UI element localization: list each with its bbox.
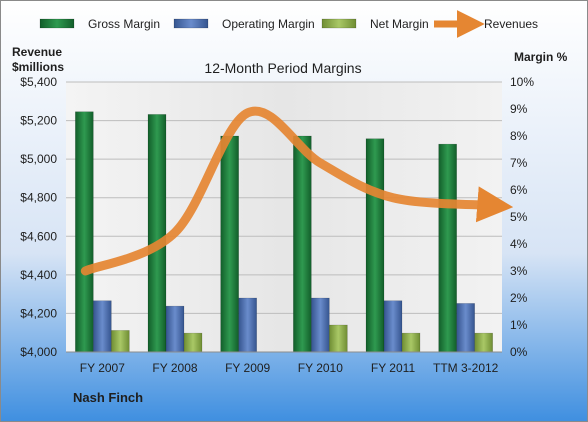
net-margin-bar: [111, 330, 130, 353]
gross-margin-bar: [365, 138, 385, 353]
gross-margin-bar: [220, 135, 239, 353]
y-right-tick-label: 2%: [510, 291, 528, 305]
y-left-tick-label: $5,000: [20, 152, 57, 166]
company-label: Nash Finch: [73, 390, 143, 405]
left-axis-title-line2: $millions: [12, 60, 64, 74]
y-right-tick-label: 7%: [510, 156, 528, 170]
y-right-tick-label: 3%: [510, 264, 528, 278]
y-right-tick-label: 1%: [510, 318, 528, 332]
gross-margin-bar: [438, 143, 457, 353]
y-right-tick-label: 4%: [510, 237, 528, 251]
legend-label: Gross Margin: [88, 17, 160, 31]
x-tick-label: FY 2008: [152, 361, 197, 375]
legend-label: Net Margin: [370, 17, 429, 31]
operating-margin-bar: [311, 297, 330, 353]
y-left-tick-label: $5,200: [20, 114, 57, 128]
net-margin-bar: [329, 324, 348, 353]
gross-margin-bar: [147, 114, 167, 353]
gross-margin-bar: [293, 135, 312, 353]
y-left-tick-label: $4,000: [20, 345, 57, 359]
legend: Gross Margin Operating Margin Net Margin Re…: [39, 10, 538, 38]
net-margin-bar: [401, 332, 421, 353]
net-margin-bar: [474, 332, 493, 353]
revenue-line: [80, 106, 514, 276]
legend-label: Revenues: [484, 17, 538, 31]
right-axis-title: Margin %: [514, 50, 568, 64]
y-right-tick-label: 10%: [510, 75, 534, 89]
operating-margin-bar: [93, 300, 112, 353]
operating-margin-bar: [456, 303, 475, 353]
x-tick-label: FY 2010: [298, 361, 343, 375]
y-right-tick-label: 5%: [510, 210, 528, 224]
y-left-tick-label: $4,800: [20, 191, 57, 205]
chart-title: 12-Month Period Margins: [204, 60, 361, 76]
y-left-tick-label: $4,600: [20, 229, 57, 243]
y-right-tick-label: 8%: [510, 129, 528, 143]
legend-swatch: [39, 18, 75, 29]
y-left-tick-label: $5,400: [20, 75, 57, 89]
gridlines: [66, 81, 502, 314]
y-left-tick-label: $4,200: [20, 306, 57, 320]
legend-swatch: [321, 18, 357, 29]
net-margin-bar: [183, 332, 203, 353]
revenue-line-layer: [80, 106, 514, 276]
left-axis-title-line1: Revenue: [12, 45, 62, 59]
y-right-tick-label: 6%: [510, 183, 528, 197]
operating-margin-bar: [165, 305, 185, 353]
x-tick-label: TTM 3-2012: [433, 361, 499, 375]
gross-margin-bar: [75, 111, 94, 353]
x-tick-label: FY 2009: [225, 361, 270, 375]
legend-swatch: [173, 18, 209, 29]
x-tick-label: FY 2011: [371, 361, 416, 375]
operating-margin-bar: [238, 297, 257, 353]
axes: $4,000 $4,200 $4,400 $4,600 $4,800 $5,000 $5,2…: [20, 75, 534, 375]
y-left-tick-label: $4,400: [20, 268, 57, 282]
legend-label: Operating Margin: [222, 17, 315, 31]
y-right-tick-label: 9%: [510, 102, 528, 116]
bars: [75, 111, 493, 353]
operating-margin-bar: [383, 300, 403, 353]
y-right-tick-label: 0%: [510, 345, 528, 359]
x-tick-label: FY 2007: [80, 361, 125, 375]
